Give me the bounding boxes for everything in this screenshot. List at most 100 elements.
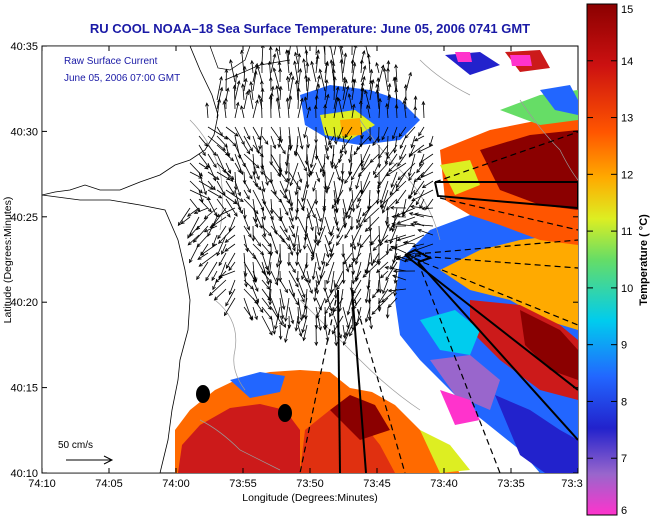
current-vector-head bbox=[372, 259, 377, 264]
current-vector-head bbox=[393, 279, 398, 285]
current-vector bbox=[340, 46, 344, 56]
current-vector bbox=[261, 243, 272, 255]
current-vector bbox=[324, 324, 329, 341]
current-vector-head bbox=[347, 93, 352, 98]
current-vector bbox=[270, 189, 282, 203]
current-vector bbox=[198, 135, 208, 147]
current-vector-head bbox=[385, 250, 390, 256]
current-vector-head bbox=[294, 191, 299, 196]
current-vector-head bbox=[180, 220, 185, 225]
current-vector bbox=[216, 189, 237, 205]
current-vector bbox=[410, 206, 425, 209]
colorbar-tick-label: 11 bbox=[621, 226, 632, 238]
current-vector bbox=[305, 306, 308, 319]
current-vector bbox=[344, 126, 353, 138]
current-vector bbox=[324, 234, 332, 253]
current-vector-head bbox=[325, 299, 329, 304]
current-vector-head bbox=[302, 336, 307, 342]
current-vector-head bbox=[302, 58, 306, 63]
current-vector-head bbox=[318, 326, 322, 331]
current-vector-head bbox=[248, 175, 253, 180]
current-vector-head bbox=[196, 226, 201, 231]
current-vector bbox=[357, 180, 371, 202]
current-vector-head bbox=[255, 164, 260, 169]
current-vector-head bbox=[246, 135, 251, 141]
current-vector bbox=[319, 162, 326, 173]
current-vector bbox=[369, 225, 372, 245]
current-vector-head bbox=[421, 206, 426, 211]
current-vector-head bbox=[364, 89, 368, 95]
current-vector-head bbox=[359, 223, 363, 228]
current-vector-head bbox=[311, 275, 316, 281]
current-vector bbox=[278, 46, 281, 56]
current-vector bbox=[288, 288, 299, 306]
current-vector-head bbox=[232, 84, 237, 89]
current-vector bbox=[382, 198, 389, 214]
current-vector-head bbox=[284, 228, 288, 233]
current-vector-head bbox=[339, 58, 344, 64]
current-vector bbox=[288, 72, 292, 83]
current-vector-head bbox=[403, 83, 408, 89]
current-vector-head bbox=[378, 299, 382, 305]
current-vector-head bbox=[284, 338, 288, 343]
current-vector bbox=[429, 135, 434, 147]
current-vector bbox=[216, 198, 231, 218]
current-vector bbox=[261, 180, 265, 192]
current-vector bbox=[343, 324, 353, 346]
current-vector bbox=[411, 135, 416, 148]
current-vector bbox=[315, 153, 326, 174]
current-vector bbox=[198, 180, 214, 190]
current-vector-head bbox=[316, 83, 321, 88]
current-vector-head bbox=[376, 269, 381, 274]
current-vector bbox=[356, 135, 371, 151]
current-vector bbox=[225, 144, 230, 157]
current-vector bbox=[243, 198, 259, 214]
current-vector-head bbox=[208, 292, 213, 297]
current-vector-head bbox=[204, 165, 209, 170]
current-vector-head bbox=[241, 141, 245, 146]
current-vector bbox=[234, 85, 236, 110]
current-vector-head bbox=[343, 52, 348, 57]
current-vector-head bbox=[376, 259, 381, 263]
current-vector-head bbox=[284, 170, 289, 176]
current-vector-head bbox=[275, 277, 280, 283]
current-vector bbox=[196, 261, 209, 280]
current-vector bbox=[225, 180, 235, 195]
current-vector-head bbox=[325, 253, 330, 259]
current-vector bbox=[223, 101, 227, 119]
current-vector-head bbox=[269, 210, 274, 215]
current-vector bbox=[394, 279, 398, 296]
current-vector bbox=[284, 324, 290, 343]
current-vector bbox=[351, 279, 353, 291]
current-vector bbox=[390, 246, 407, 254]
current-vector-head bbox=[187, 241, 192, 246]
current-vector-head bbox=[348, 187, 353, 192]
current-vector-head bbox=[275, 97, 280, 102]
current-vector bbox=[333, 76, 336, 101]
current-vector-head bbox=[392, 269, 398, 274]
current-vector-head bbox=[278, 335, 283, 341]
sst-field bbox=[72, 50, 578, 473]
current-vector bbox=[339, 46, 344, 65]
current-vector-head bbox=[255, 99, 259, 104]
current-vector bbox=[394, 135, 398, 153]
current-vector bbox=[252, 198, 257, 222]
current-vector bbox=[225, 171, 234, 182]
current-vector bbox=[306, 198, 316, 218]
y-tick-label: 40:30 bbox=[10, 126, 38, 138]
current-vector bbox=[348, 189, 362, 211]
current-vector-head bbox=[404, 134, 409, 139]
current-vector-head bbox=[260, 60, 264, 66]
current-vector bbox=[261, 234, 272, 247]
current-vector bbox=[361, 153, 371, 171]
current-vector-head bbox=[325, 155, 330, 161]
current-vector bbox=[396, 171, 407, 188]
current-vector-head bbox=[295, 277, 300, 282]
current-vector-head bbox=[344, 79, 348, 84]
current-vector-head bbox=[259, 224, 263, 230]
current-vector bbox=[243, 252, 247, 277]
current-vector bbox=[378, 65, 384, 83]
current-vector bbox=[204, 225, 218, 233]
current-vector bbox=[252, 144, 264, 157]
current-vector bbox=[321, 252, 326, 265]
